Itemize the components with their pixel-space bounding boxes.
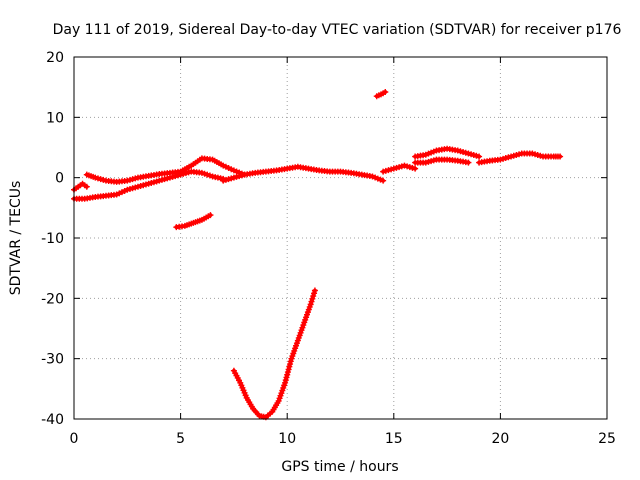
x-tick-label: 25 [598,431,616,447]
chart-title: Day 111 of 2019, Sidereal Day-to-day VTE… [53,22,622,38]
ticks: 0 5 10 15 20 25 -40 -30 -20 -10 0 10 20 [41,50,616,447]
series-track-k-dip [230,287,318,421]
x-tick-label: 15 [385,431,403,447]
series-track-a-lower-band [71,168,227,202]
series-track-f-upper-right [412,145,483,160]
y-tick-label: -20 [41,291,64,307]
data-point [380,177,387,184]
series-track-b-upper-band [83,155,248,185]
series-track-j-short-negative [173,212,214,231]
data-point [307,301,314,308]
y-tick-label: -10 [41,231,64,247]
data-point [476,153,483,160]
x-tick-label: 20 [491,431,509,447]
grid [74,57,607,419]
data-point [382,88,389,95]
x-tick-label: 5 [176,431,185,447]
x-axis-label: GPS time / hours [281,459,398,475]
data-point [311,290,318,297]
data-point [465,159,472,166]
y-tick-label: -30 [41,352,64,368]
y-axis-label: SDTVAR / TECUs [8,181,24,296]
data-points [71,88,564,421]
data-point [309,295,316,302]
series-track-i-small-upper [373,88,389,100]
data-point [83,183,90,190]
data-point [311,287,318,294]
data-point [207,212,214,219]
x-tick-label: 0 [70,431,79,447]
data-point [310,293,317,300]
series-track-h-right-lower [412,156,472,166]
series-track-g-right [476,150,564,166]
y-tick-label: 20 [46,50,64,66]
data-point [412,165,419,172]
data-point [308,298,315,305]
y-tick-label: -40 [41,412,64,428]
data-point [557,153,564,160]
y-tick-label: 0 [55,171,64,187]
y-tick-label: 10 [46,110,64,126]
series-track-d-mid [220,163,387,184]
x-tick-label: 10 [278,431,296,447]
series-track-e [380,162,419,175]
plot-frame [73,56,608,420]
